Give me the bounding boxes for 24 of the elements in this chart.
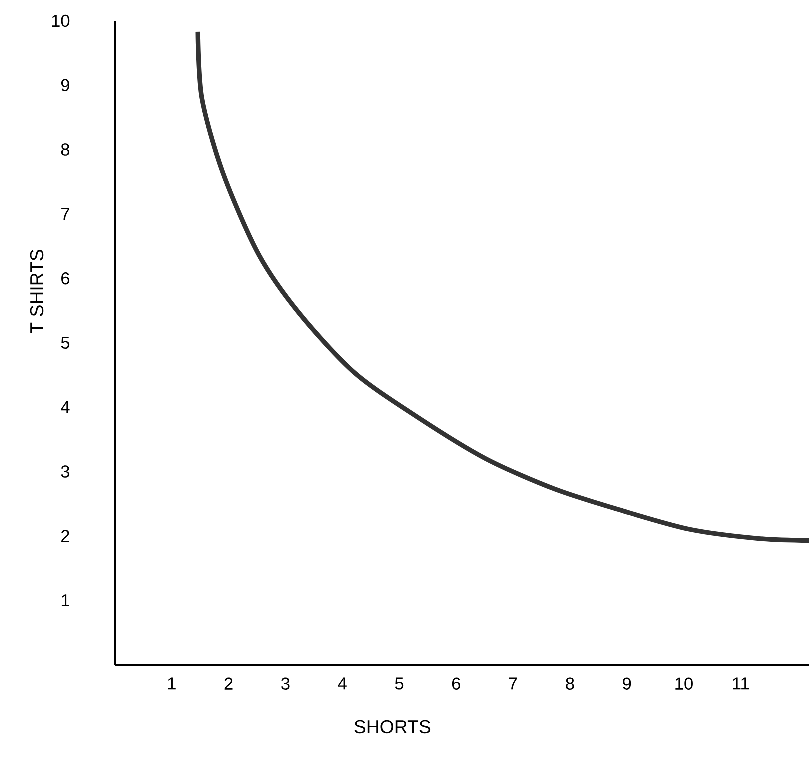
x-tick-label: 9: [623, 678, 632, 690]
x-tick-label: 2: [224, 678, 233, 690]
y-tick-label: 9: [61, 79, 70, 92]
x-tick-label: 11: [733, 678, 750, 690]
x-tick-label: 6: [452, 678, 460, 690]
x-tick-label: 4: [338, 678, 347, 690]
y-tick-label: 10: [52, 14, 70, 28]
y-tick-label: 2: [62, 530, 70, 542]
y-tick-label: 6: [62, 272, 70, 285]
x-tick-label: 3: [282, 678, 290, 690]
y-tick-label: 8: [61, 144, 70, 156]
x-tick-label: 8: [566, 678, 574, 690]
x-tick-label: 10: [676, 678, 693, 690]
y-tick-label: 3: [61, 466, 70, 478]
y-tick-label: 4: [61, 401, 70, 414]
x-tick-label: 1: [168, 678, 176, 690]
y-tick-label: 5: [61, 336, 70, 350]
y-tick-label: 1: [62, 594, 70, 607]
y-tick-label: 7: [62, 208, 70, 220]
line-series: [196, 30, 810, 544]
y-axis-title: T SHIRTS: [30, 250, 44, 334]
x-tick-label: 5: [395, 678, 404, 690]
x-axis-title: SHORTS: [354, 720, 431, 734]
x-tick-label: 7: [509, 678, 518, 690]
